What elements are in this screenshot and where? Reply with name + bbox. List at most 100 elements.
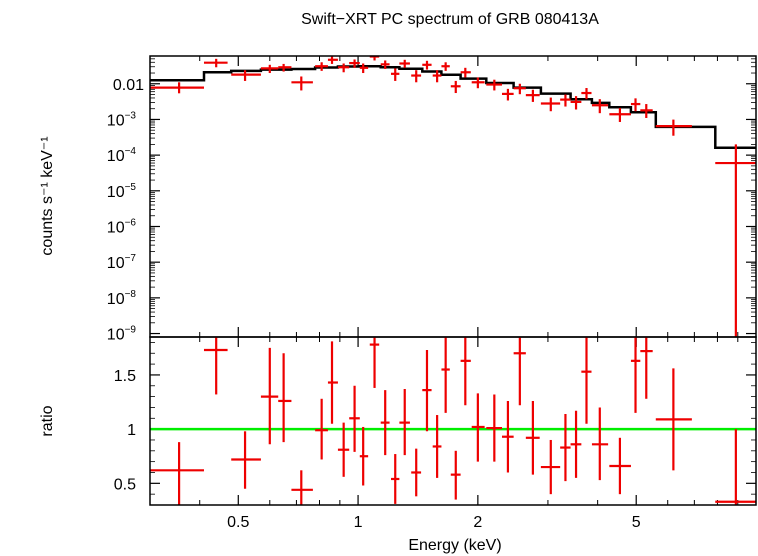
ratio-data-point: [327, 341, 338, 424]
spectrum-data-point: [399, 59, 410, 68]
spectrum-y-tick-label: 10−8: [107, 289, 137, 308]
spectrum-data-point: [359, 63, 369, 74]
ratio-data-point: [349, 385, 360, 452]
ratio-data-point: [591, 407, 609, 481]
spectrum-data-point: [380, 60, 390, 69]
model-step-line: [150, 64, 756, 150]
ratio-data-point: [391, 454, 400, 504]
tick-label-base: 10: [107, 184, 125, 201]
ratio-data-point: [460, 337, 471, 406]
ratio-data-point: [260, 347, 279, 445]
spectrum-data-point: [560, 94, 571, 107]
spectrum-y-axis-label: counts s⁻¹ keV⁻¹: [39, 136, 56, 255]
spectrum-data-point: [513, 83, 526, 95]
ratio-data-point: [231, 431, 261, 489]
spectrum-data-point: [291, 76, 313, 91]
spectrum-data-point: [570, 96, 582, 110]
spectrum-data-point: [471, 77, 485, 89]
spectrum-panel-frame: [149, 55, 757, 338]
ratio-data-point: [560, 413, 571, 482]
spectrum-data-point: [422, 60, 432, 70]
spectrum-data-point: [715, 144, 756, 337]
ratio-panel-frame: [149, 336, 757, 506]
ratio-data-point: [315, 398, 328, 460]
ratio-y-tick-label: 1: [127, 422, 136, 439]
spectrum-data-point: [581, 88, 592, 100]
tick-label-exponent: −9: [125, 325, 137, 336]
tick-label-base: 10: [107, 112, 125, 129]
ratio-data-point: [450, 450, 461, 500]
spectrum-data-point: [460, 67, 471, 78]
ratio-y-tick-label: 1.5: [114, 368, 136, 385]
spectrum-data-point: [591, 99, 609, 114]
ratio-data-point: [655, 368, 692, 471]
x-tick-label: 1: [354, 514, 363, 531]
spectrum-y-tick-label: 10−3: [107, 110, 137, 129]
tick-label-base: 10: [107, 291, 125, 308]
spectrum-data-point: [441, 62, 450, 71]
spectrum-data-point: [411, 70, 422, 83]
ratio-data-point: [337, 422, 350, 477]
spectrum-data-point: [540, 97, 561, 112]
tick-label-base: 10: [107, 255, 125, 272]
spectrum-data-point: [486, 79, 503, 91]
tick-label-exponent: −8: [125, 289, 137, 300]
ratio-data-point: [525, 400, 540, 475]
ratio-data-point: [570, 410, 582, 478]
ratio-data-point: [203, 337, 228, 395]
spectrum-data-point: [337, 63, 350, 73]
spectrum-data-point: [260, 64, 279, 74]
tick-label-exponent: −7: [125, 253, 137, 264]
tick-label-base: 10: [107, 327, 125, 344]
spectrum-data-point: [609, 107, 631, 122]
tick-label-exponent: −3: [125, 110, 137, 121]
ratio-data-point: [581, 337, 592, 424]
spectrum-y-tick-label: 10−4: [107, 146, 137, 165]
ratio-data-point: [291, 470, 313, 505]
ratio-data-point: [150, 442, 204, 505]
spectrum-data-point: [630, 98, 641, 112]
tick-label-exponent: −4: [125, 146, 137, 157]
spectrum-data-point: [432, 70, 442, 83]
ratio-panel: 0.5 1 2 5 0.5 1 1.5 ratio: [39, 336, 757, 531]
chart-title: Swift−XRT PC spectrum of GRB 080413A: [301, 11, 599, 28]
ratio-data-point: [502, 400, 514, 473]
spectrum-data-point: [450, 80, 461, 94]
x-axis-label: Energy (keV): [408, 537, 501, 554]
spectrum-data-point: [278, 63, 292, 72]
tick-label-base: 10: [107, 219, 125, 236]
spectrum-data-point: [150, 82, 204, 94]
ratio-data-point: [715, 429, 756, 505]
ratio-data-point: [486, 394, 503, 462]
spectrum-y-tick-label: 0.01: [113, 77, 144, 94]
ratio-data-point: [432, 415, 442, 478]
ratio-data-point: [399, 389, 410, 456]
ratio-data-point: [422, 350, 432, 432]
tick-label-base: 10: [107, 148, 125, 165]
spectrum-y-tick-label: 10−5: [107, 182, 137, 201]
spectrum-data-point: [502, 88, 514, 101]
ratio-y-tick-label: 0.5: [114, 476, 136, 493]
ratio-data-point: [380, 390, 390, 456]
ratio-plot-area: 0.5 1 2 5 0.5 1 1.5: [114, 337, 756, 531]
ratio-data-point: [471, 393, 485, 462]
spectrum-y-tick-label: 10−9: [107, 325, 137, 344]
spectrum-y-tick-label: 10−6: [107, 217, 137, 236]
ratio-data-point: [369, 337, 380, 388]
spectrum-data-point: [315, 62, 328, 71]
ratio-data-point: [540, 439, 561, 495]
ratio-data-point: [359, 426, 369, 486]
ratio-data-point: [630, 337, 641, 413]
spectrum-data-point: [231, 70, 261, 81]
spectrum-data-point: [203, 58, 228, 68]
spectrum-data-point: [327, 56, 338, 64]
ratio-data-point: [441, 337, 450, 413]
ratio-data-point: [278, 353, 292, 443]
ratio-data-point: [609, 437, 631, 495]
ratio-data-point: [640, 337, 653, 399]
spectrum-data-point: [525, 89, 540, 102]
ratio-y-axis-label: ratio: [39, 405, 56, 436]
